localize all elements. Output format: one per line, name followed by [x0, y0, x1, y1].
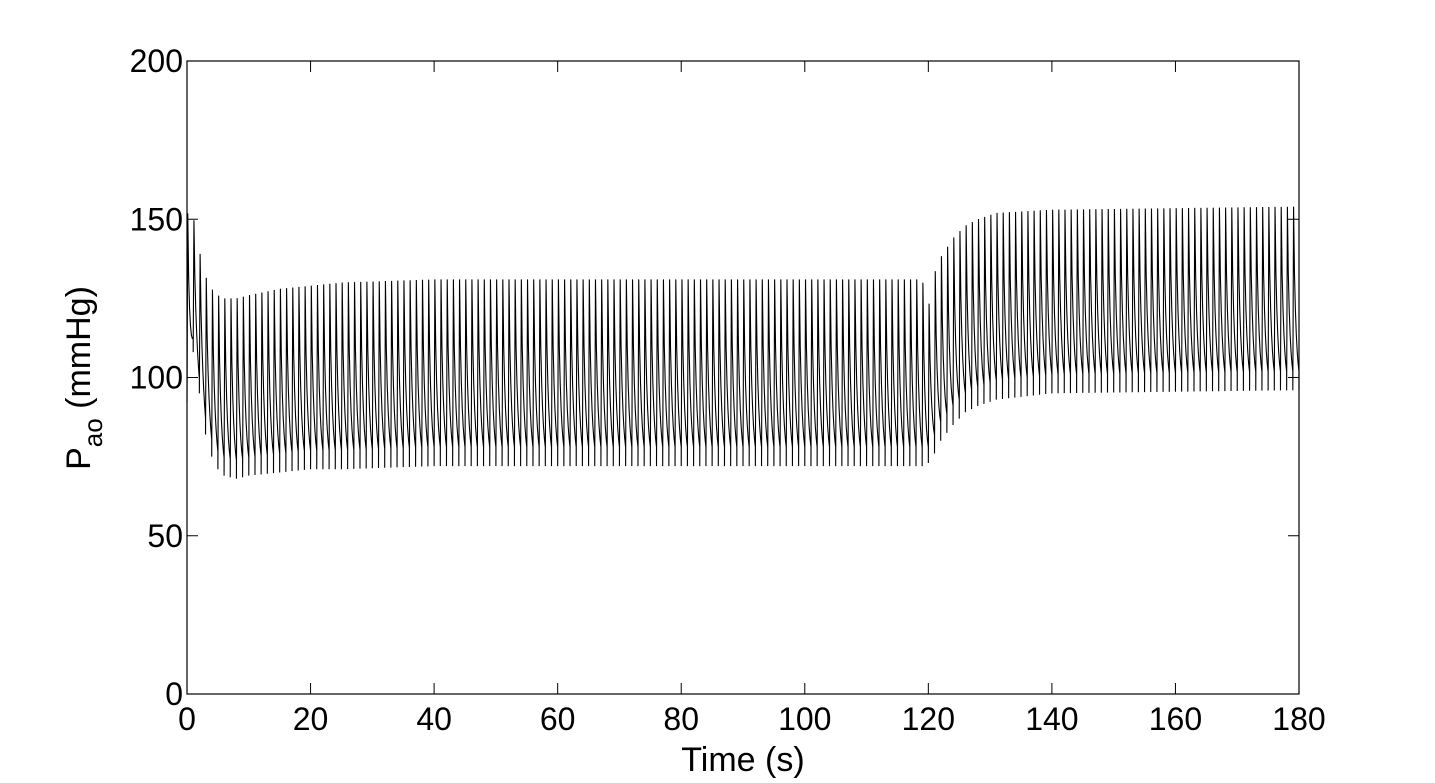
x-tick-label: 180	[1272, 701, 1325, 737]
x-axis-label: Time (s)	[681, 741, 804, 779]
x-tick-label: 0	[178, 701, 196, 737]
x-tick-labels: 0 20 40 60 80 100 120 140 160 180	[178, 701, 1326, 737]
pressure-series-line	[186, 206, 1300, 479]
x-tick-label: 80	[663, 701, 699, 737]
plot-frame	[186, 60, 1300, 695]
x-tick-label: 20	[293, 701, 329, 737]
y-axis-label-subscript: ao	[78, 418, 108, 447]
x-tick-label: 60	[540, 701, 576, 737]
y-axis-label-main: P	[60, 447, 98, 470]
y-axis-label: Pao (mmHg)	[60, 286, 108, 470]
x-tick-label: 40	[416, 701, 452, 737]
x-tick-label: 140	[1025, 701, 1078, 737]
x-tick-label: 120	[902, 701, 955, 737]
pressure-waveform	[186, 206, 1300, 479]
y-tick-label: 100	[130, 360, 183, 396]
y-tick-label: 200	[130, 43, 183, 79]
y-tick-label: 50	[147, 518, 183, 554]
x-tick-label: 160	[1149, 701, 1202, 737]
y-axis-label-unit: (mmHg)	[60, 286, 98, 418]
y-tick-labels: 0 50 100 150 200	[130, 43, 183, 712]
x-tick-label: 100	[778, 701, 831, 737]
y-tick-label: 0	[165, 676, 183, 712]
y-tick-label: 150	[130, 201, 183, 237]
